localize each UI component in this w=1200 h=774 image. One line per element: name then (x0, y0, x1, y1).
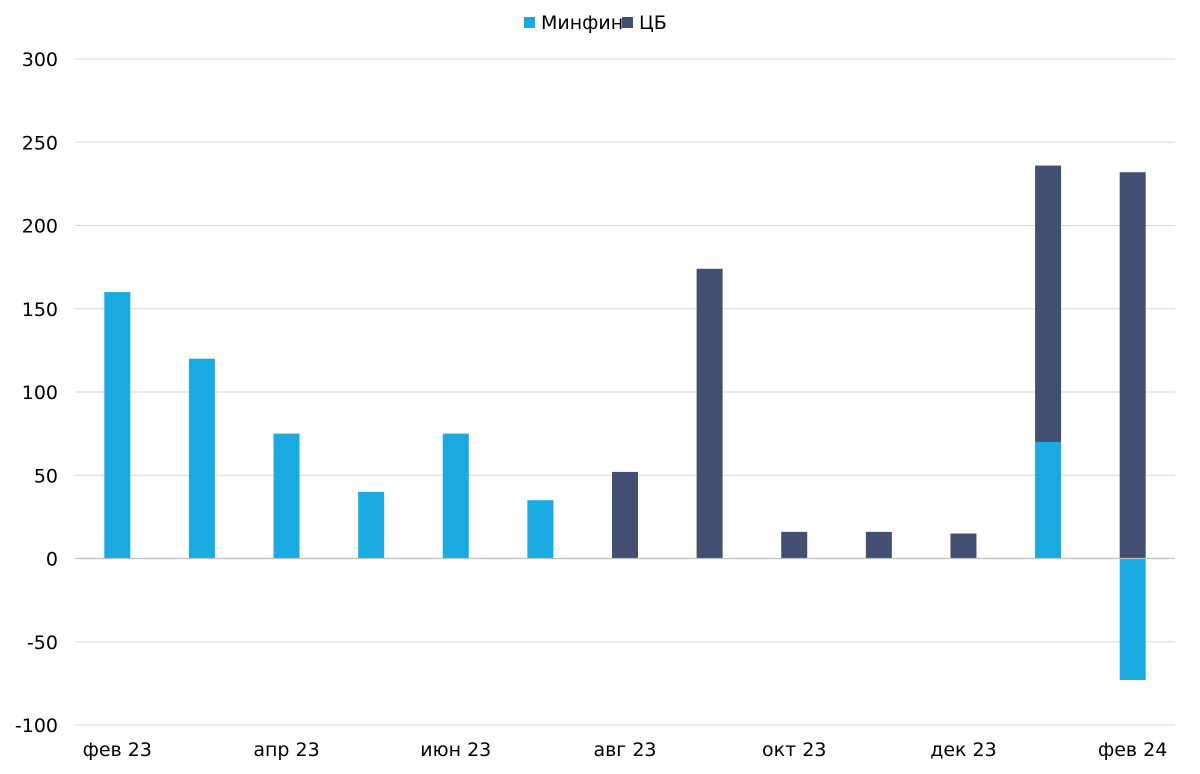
legend-label: ЦБ (639, 12, 667, 34)
bar-minfin (1035, 441, 1062, 559)
y-tick-label: 0 (46, 549, 58, 571)
y-tick-label: 100 (22, 382, 58, 404)
legend-swatch (524, 17, 535, 28)
y-tick-label: 50 (34, 465, 58, 487)
bar-cb (865, 531, 892, 559)
bar-minfin (358, 491, 385, 559)
legend: Минфин ЦБ (524, 12, 667, 34)
bar-cb (950, 533, 977, 559)
y-tick-label: 150 (22, 299, 58, 321)
x-tick-label: апр 23 (253, 739, 319, 761)
x-tick-label: фев 24 (1098, 739, 1167, 761)
y-axis: -100 -50 0 50 100 150 200 250 300 (15, 49, 58, 737)
y-tick-label: -100 (15, 715, 58, 737)
bar-minfin (104, 292, 131, 559)
bar-cb (612, 471, 638, 559)
x-tick-label: окт 23 (762, 739, 826, 761)
y-tick-label: 250 (22, 132, 58, 154)
x-tick-label: авг 23 (593, 739, 656, 761)
legend-label: Минфин (541, 12, 623, 34)
bar-minfin (527, 500, 554, 559)
bar-minfin (273, 433, 300, 559)
bar-minfin (442, 433, 469, 559)
bar-cb (1035, 165, 1062, 442)
bar-cb (781, 531, 808, 559)
bar-cb (1119, 172, 1146, 559)
x-tick-label: июн 23 (420, 739, 491, 761)
bar-minfin (1119, 558, 1146, 681)
bar-minfin (188, 358, 215, 559)
y-tick-label: -50 (27, 632, 58, 654)
y-tick-label: 200 (22, 216, 58, 238)
y-tick-label: 300 (22, 49, 58, 71)
bar-cb (696, 268, 723, 559)
x-tick-label: фев 23 (83, 739, 152, 761)
gridlines (75, 58, 1175, 726)
bars (104, 165, 1146, 681)
legend-swatch (622, 17, 633, 28)
x-axis: фев 23 апр 23 июн 23 авг 23 окт 23 дек 23 фев … (83, 739, 1168, 761)
x-tick-label: дек 23 (930, 739, 997, 761)
